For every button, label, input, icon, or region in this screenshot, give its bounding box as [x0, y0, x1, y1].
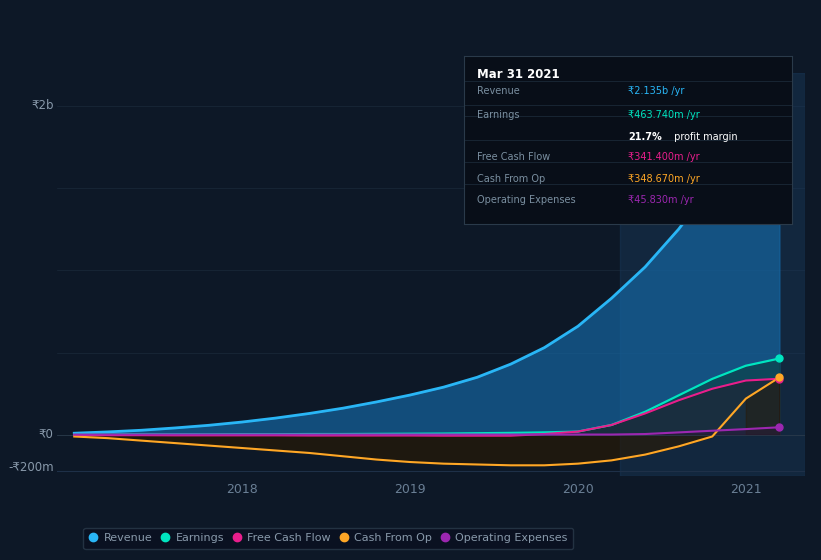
- Text: -₹200m: -₹200m: [8, 461, 53, 474]
- Text: Free Cash Flow: Free Cash Flow: [477, 152, 550, 162]
- Text: ₹348.670m /yr: ₹348.670m /yr: [628, 174, 699, 184]
- Legend: Revenue, Earnings, Free Cash Flow, Cash From Op, Operating Expenses: Revenue, Earnings, Free Cash Flow, Cash …: [84, 528, 573, 549]
- Text: ₹45.830m /yr: ₹45.830m /yr: [628, 195, 694, 206]
- Text: Operating Expenses: Operating Expenses: [477, 195, 576, 206]
- Text: 21.7%: 21.7%: [628, 132, 662, 142]
- Text: Mar 31 2021: Mar 31 2021: [477, 68, 560, 81]
- Text: ₹2b: ₹2b: [31, 99, 53, 112]
- Text: profit margin: profit margin: [671, 132, 737, 142]
- Text: ₹341.400m /yr: ₹341.400m /yr: [628, 152, 699, 162]
- Text: ₹463.740m /yr: ₹463.740m /yr: [628, 110, 699, 120]
- Text: ₹2.135b /yr: ₹2.135b /yr: [628, 86, 685, 96]
- Text: ₹0: ₹0: [39, 428, 53, 441]
- Text: Earnings: Earnings: [477, 110, 520, 120]
- Bar: [620, 73, 805, 476]
- Text: Revenue: Revenue: [477, 86, 520, 96]
- Text: Cash From Op: Cash From Op: [477, 174, 545, 184]
